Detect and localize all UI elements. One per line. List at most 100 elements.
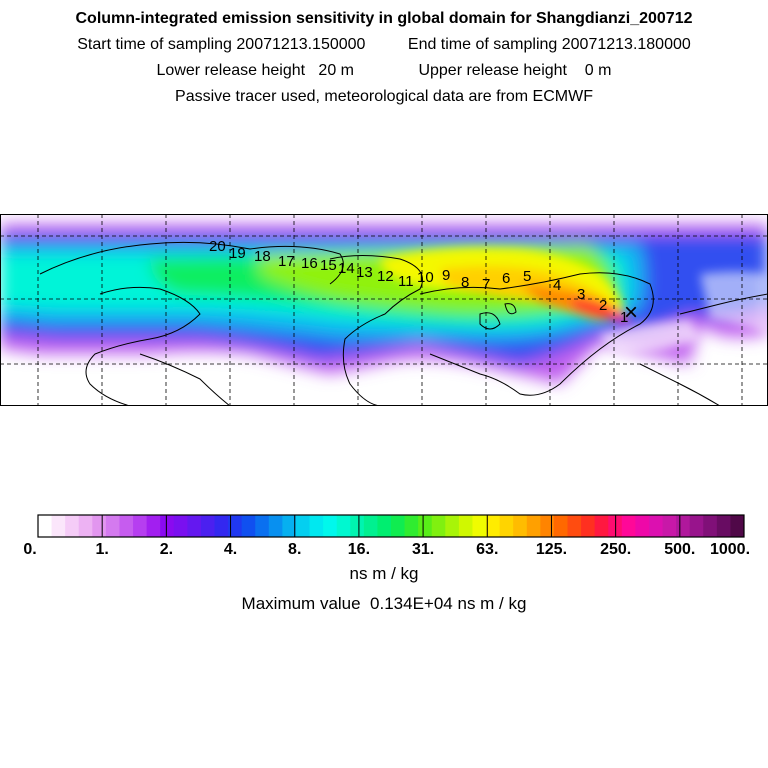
- colorbar-tick-label: 63.: [476, 541, 498, 558]
- colorbar-cells: [38, 515, 745, 537]
- receptor-marker: ×: [624, 299, 638, 326]
- colorbar-cell: [526, 515, 541, 537]
- traj-label-12: 12: [377, 268, 394, 285]
- max-label: Maximum value: [241, 594, 361, 613]
- traj-label-5: 5: [523, 268, 531, 285]
- max-value: 0.134E+04 ns m / kg: [370, 594, 527, 613]
- colorbar-cell: [472, 515, 487, 537]
- colorbar-cell: [105, 515, 120, 537]
- traj-label-8: 8: [461, 274, 469, 291]
- traj-label-6: 6: [502, 270, 510, 287]
- colorbar-cell: [160, 515, 175, 537]
- tracer-note: Passive tracer used, meteorological data…: [175, 88, 593, 105]
- maximum-value-line: Maximum value 0.134E+04 ns m / kg: [0, 594, 768, 614]
- colorbar-tick-labels: 0. 1. 2. 4. 8. 16. 31. 63. 125. 250. 500. 1000.: [23, 541, 750, 558]
- colorbar-cell: [404, 515, 419, 537]
- colorbar-cell: [716, 515, 731, 537]
- sensitivity-map: 1 2 3 4 5 6 7 8 9 10 11 12 13 14 15 16 1…: [0, 214, 768, 406]
- colorbar-cell: [377, 515, 392, 537]
- traj-label-2: 2: [599, 297, 607, 314]
- sampling-time-line: Start time of sampling 20071213.150000 E…: [0, 32, 768, 58]
- upper-label: Upper release height: [418, 62, 567, 79]
- traj-label-4: 4: [553, 277, 561, 294]
- colorbar-tick-label: 0.: [23, 541, 36, 558]
- lower-label: Lower release height: [156, 62, 306, 79]
- colorbar-frame: [37, 514, 745, 538]
- colorbar-cell: [51, 515, 66, 537]
- colorbar-cell: [309, 515, 324, 537]
- colorbar-cell: [173, 515, 188, 537]
- colorbar-cell: [119, 515, 134, 537]
- colorbar-cell: [594, 515, 609, 537]
- colorbar-tick-label: 2.: [160, 541, 173, 558]
- colorbar-cell: [648, 515, 663, 537]
- colorbar-tick-label: 1.: [96, 541, 109, 558]
- colorbar-tick-label: 8.: [288, 541, 301, 558]
- traj-label-13: 13: [356, 264, 373, 281]
- traj-label-11: 11: [398, 273, 414, 290]
- colorbar-units: ns m / kg: [349, 564, 419, 583]
- colorbar-cell: [336, 515, 351, 537]
- colorbar-cell: [540, 515, 555, 537]
- end-value: 20071213.180000: [561, 36, 691, 53]
- colorbar-cell: [255, 515, 270, 537]
- colorbar-tick-label: 125.: [536, 541, 567, 558]
- start-value: 20071213.150000: [236, 36, 366, 53]
- start-label: Start time of sampling: [77, 36, 232, 53]
- traj-label-17: 17: [278, 253, 295, 270]
- trajectory-labels: 1 2 3 4 5 6 7 8 9 10 11 12 13 14 15 16 1…: [209, 238, 628, 326]
- colorbar-dividers: [101, 515, 681, 537]
- colorbar-cell: [350, 515, 365, 537]
- colorbar-cell: [363, 515, 378, 537]
- traj-label-16: 16: [301, 255, 318, 272]
- colorbar-tick-label: 250.: [600, 541, 631, 558]
- plot-title: Column-integrated emission sensitivity i…: [75, 10, 693, 27]
- colorbar-cell: [133, 515, 148, 537]
- colorbar-cell: [323, 515, 338, 537]
- traj-label-20: 20: [209, 238, 226, 255]
- coastlines: [39, 241, 767, 405]
- traj-label-10: 10: [417, 269, 434, 286]
- colorbar-cell: [553, 515, 568, 537]
- colorbar: 0. 1. 2. 4. 8. 16. 31. 63. 125. 250. 500. 1000.: [23, 514, 750, 558]
- colorbar-tick-label: 16.: [348, 541, 370, 558]
- colorbar-cell: [418, 515, 433, 537]
- upper-value: 0 m: [584, 62, 612, 79]
- colorbar-cell: [38, 515, 52, 537]
- colorbar-cell: [65, 515, 80, 537]
- colorbar-cell: [391, 515, 405, 537]
- colorbar-cell: [621, 515, 636, 537]
- colorbar-cell: [486, 515, 501, 537]
- colorbar-cell: [241, 515, 256, 537]
- colorbar-cell: [513, 515, 528, 537]
- colorbar-tick-label: 31.: [412, 541, 434, 558]
- colorbar-cell: [635, 515, 650, 537]
- traj-label-18: 18: [254, 248, 271, 265]
- colorbar-cell: [78, 515, 93, 537]
- colorbar-cell: [458, 515, 473, 537]
- traj-label-1: 1: [620, 309, 628, 326]
- end-label: End time of sampling: [407, 36, 558, 53]
- traj-label-19: 19: [229, 245, 246, 262]
- colorbar-tick-label: 1000.: [710, 541, 750, 558]
- colorbar-cell: [689, 515, 704, 537]
- colorbar-cell: [431, 515, 446, 537]
- colorbar-cell: [268, 515, 283, 537]
- release-height-line: Lower release height 20 m Upper release …: [0, 58, 768, 84]
- colorbar-cell: [499, 515, 514, 537]
- colorbar-cell: [662, 515, 677, 537]
- colorbar-tick-label: 4.: [224, 541, 237, 558]
- colorbar-cell: [445, 515, 460, 537]
- colorbar-cell: [676, 515, 691, 537]
- traj-label-15: 15: [320, 257, 337, 274]
- traj-label-9: 9: [442, 267, 450, 284]
- traj-label-14: 14: [338, 260, 355, 277]
- colorbar-cell: [581, 515, 596, 537]
- colorbar-cell: [282, 515, 297, 537]
- colorbar-cell: [214, 515, 229, 537]
- colorbar-cell: [187, 515, 202, 537]
- traj-label-7: 7: [482, 276, 490, 293]
- colorbar-cell: [730, 515, 745, 537]
- colorbar-cell: [146, 515, 161, 537]
- graticule: [0, 214, 768, 406]
